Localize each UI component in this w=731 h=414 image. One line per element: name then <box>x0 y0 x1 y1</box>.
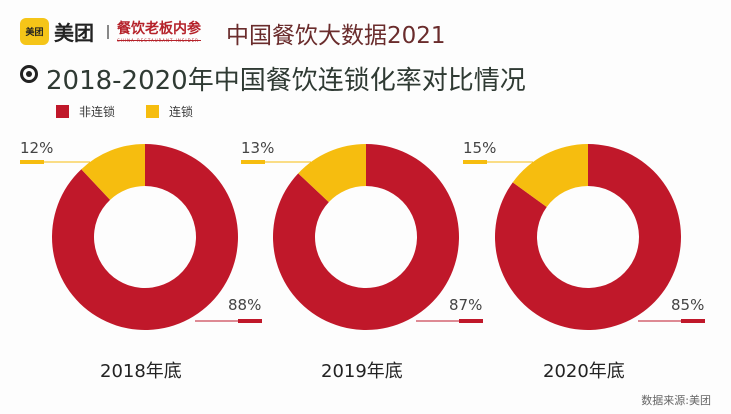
divider <box>107 25 109 39</box>
legend-swatch <box>146 105 159 118</box>
brand-name: 美团 <box>54 21 94 45</box>
slice-chain <box>81 144 145 200</box>
slice-non-chain <box>495 144 681 330</box>
leader-marker-non-chain <box>459 319 483 323</box>
label-non-chain: 85% <box>671 296 705 314</box>
legend-label: 连锁 <box>169 105 194 119</box>
meituan-logo: 美团 <box>20 18 49 45</box>
chart-title: 2018-2020年中国餐饮连锁化率对比情况 <box>46 66 526 96</box>
label-chain: 15% <box>463 139 497 157</box>
label-chain: 13% <box>241 139 275 157</box>
legend-swatch <box>56 105 69 118</box>
legend-item-chain: 连锁 <box>146 103 193 120</box>
label-non-chain: 88% <box>228 296 262 314</box>
legend-item-non-chain: 非连锁 <box>56 103 115 120</box>
report-title: 中国餐饮大数据2021 <box>226 23 446 49</box>
slice-non-chain <box>51 144 238 330</box>
leader-marker-non-chain <box>681 319 705 323</box>
leader-marker-chain <box>241 160 265 164</box>
publisher-name: 餐饮老板内参 <box>117 18 201 41</box>
publisher-subtitle: CHINA RESTAURANT INSIDER <box>117 38 199 43</box>
label-non-chain: 87% <box>449 296 483 314</box>
source-note: 数据来源:美团 <box>641 394 711 407</box>
legend-label: 非连锁 <box>79 105 116 119</box>
chart-year-label: 2020年底 <box>543 361 625 382</box>
logo-text: 美团 <box>25 28 44 38</box>
leader-marker-chain <box>20 160 44 164</box>
leader-marker-chain <box>463 160 487 164</box>
slice-chain <box>298 144 366 203</box>
slice-non-chain <box>273 144 459 330</box>
label-chain: 12% <box>20 139 54 157</box>
slice-chain <box>512 144 588 208</box>
target-bullet-icon <box>20 65 38 83</box>
chart-year-label: 2018年底 <box>100 361 182 382</box>
chart-year-label: 2019年底 <box>321 361 403 382</box>
leader-marker-non-chain <box>238 319 262 323</box>
